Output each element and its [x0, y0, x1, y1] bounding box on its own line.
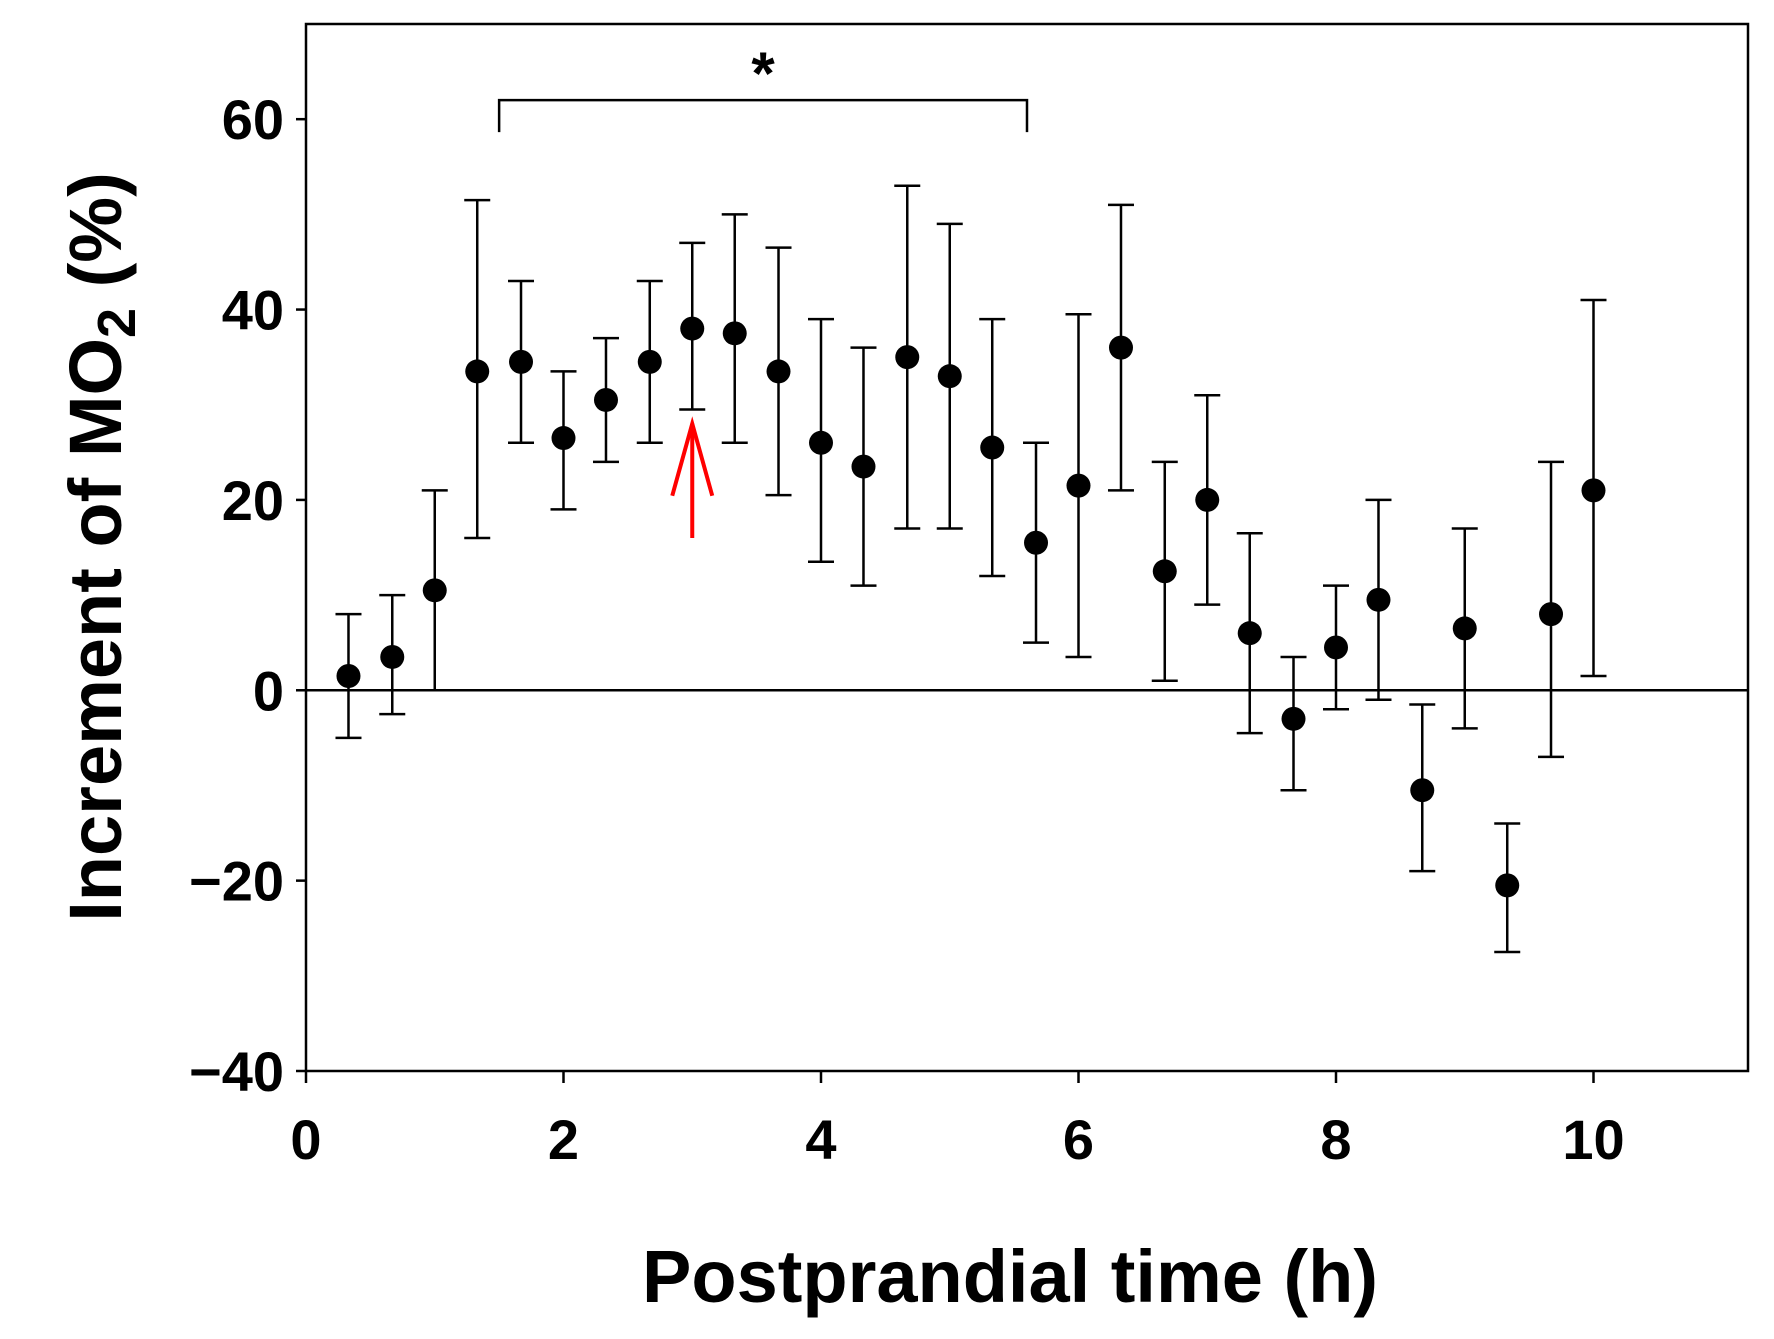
marker: [336, 663, 361, 688]
significance-bracket: [497, 98, 1029, 133]
data-point: [464, 198, 491, 540]
data-point: [421, 489, 448, 692]
marker: [980, 435, 1005, 460]
data-point: [1451, 527, 1478, 730]
y-tick-label: 20: [222, 469, 284, 532]
y-tick-label: −20: [189, 850, 284, 913]
data-point: [1151, 460, 1178, 683]
marker: [1108, 335, 1133, 360]
marker: [637, 349, 662, 374]
data-point: [850, 346, 877, 587]
marker: [1495, 873, 1520, 898]
y-tick-label: 60: [222, 88, 284, 151]
marker: [593, 387, 618, 412]
data-point: [894, 184, 921, 530]
y-tick-label: 40: [222, 279, 284, 342]
data-point: [508, 279, 535, 445]
marker: [509, 349, 534, 374]
red-arrow-head: [670, 416, 715, 497]
data-point: [1580, 298, 1607, 678]
marker: [1539, 602, 1564, 627]
x-tick-label: 4: [805, 1108, 836, 1171]
marker: [551, 426, 576, 451]
data-point: [592, 336, 619, 464]
x-tick-label: 10: [1562, 1108, 1624, 1171]
y-axis-label-main: Increment of MO: [54, 338, 137, 922]
data-point: [1323, 584, 1349, 711]
marker: [1324, 635, 1348, 660]
y-axis-label-subscript: 2: [87, 308, 147, 338]
marker: [1410, 778, 1435, 803]
y-tick-label: 0: [253, 659, 284, 722]
data-point: [1280, 655, 1307, 792]
marker: [1195, 487, 1220, 512]
x-tick-label: 6: [1063, 1108, 1094, 1171]
data-point: [1365, 498, 1392, 702]
data-point: [765, 246, 792, 497]
data-point: [1494, 822, 1521, 954]
marker: [1452, 616, 1477, 641]
marker: [1237, 621, 1262, 646]
data-point: [721, 213, 748, 445]
marker: [1581, 478, 1606, 503]
data-point: [1107, 203, 1134, 492]
data-point: [979, 317, 1006, 578]
marker: [895, 345, 920, 370]
data-point: [636, 279, 663, 445]
marker: [1366, 587, 1391, 612]
marker: [809, 430, 833, 455]
data-point: [550, 370, 577, 511]
marker: [1281, 706, 1306, 731]
marker: [422, 578, 447, 603]
data-point: [1194, 393, 1221, 606]
data-point: [1538, 460, 1565, 759]
marker: [465, 359, 490, 384]
data-point: [936, 222, 963, 530]
x-tick-label: 8: [1320, 1108, 1351, 1171]
significance-star: *: [751, 40, 775, 107]
data-point: [1065, 313, 1092, 659]
marker: [722, 321, 747, 346]
x-axis: 0 2 4 6 8 10: [290, 1071, 1625, 1171]
marker: [1024, 530, 1049, 555]
marker: [680, 316, 705, 341]
marker: [380, 644, 405, 669]
data-point: [1236, 531, 1263, 735]
data-points: [335, 184, 1607, 954]
data-point: [379, 593, 406, 716]
data-point: [335, 612, 362, 740]
data-point: [679, 241, 706, 411]
data-point: [808, 317, 834, 564]
marker: [937, 364, 962, 389]
annotations: *: [497, 40, 1029, 538]
marker: [766, 359, 791, 384]
marker: [851, 454, 876, 479]
y-axis-label-tail: (%): [54, 172, 137, 308]
marker: [1152, 559, 1177, 584]
x-tick-label: 2: [548, 1108, 579, 1171]
x-tick-label: 0: [290, 1108, 321, 1171]
y-axis: 60 40 20 0 −20 −40: [189, 88, 306, 1103]
data-point: [1023, 441, 1050, 644]
x-axis-label: Postprandial time (h): [642, 1235, 1378, 1318]
y-axis-label: Increment of MO2 (%): [54, 172, 147, 922]
plot-frame: [304, 22, 1750, 1073]
y-tick-label: −40: [189, 1040, 284, 1103]
data-point: [1409, 703, 1436, 873]
marker: [1066, 473, 1091, 498]
